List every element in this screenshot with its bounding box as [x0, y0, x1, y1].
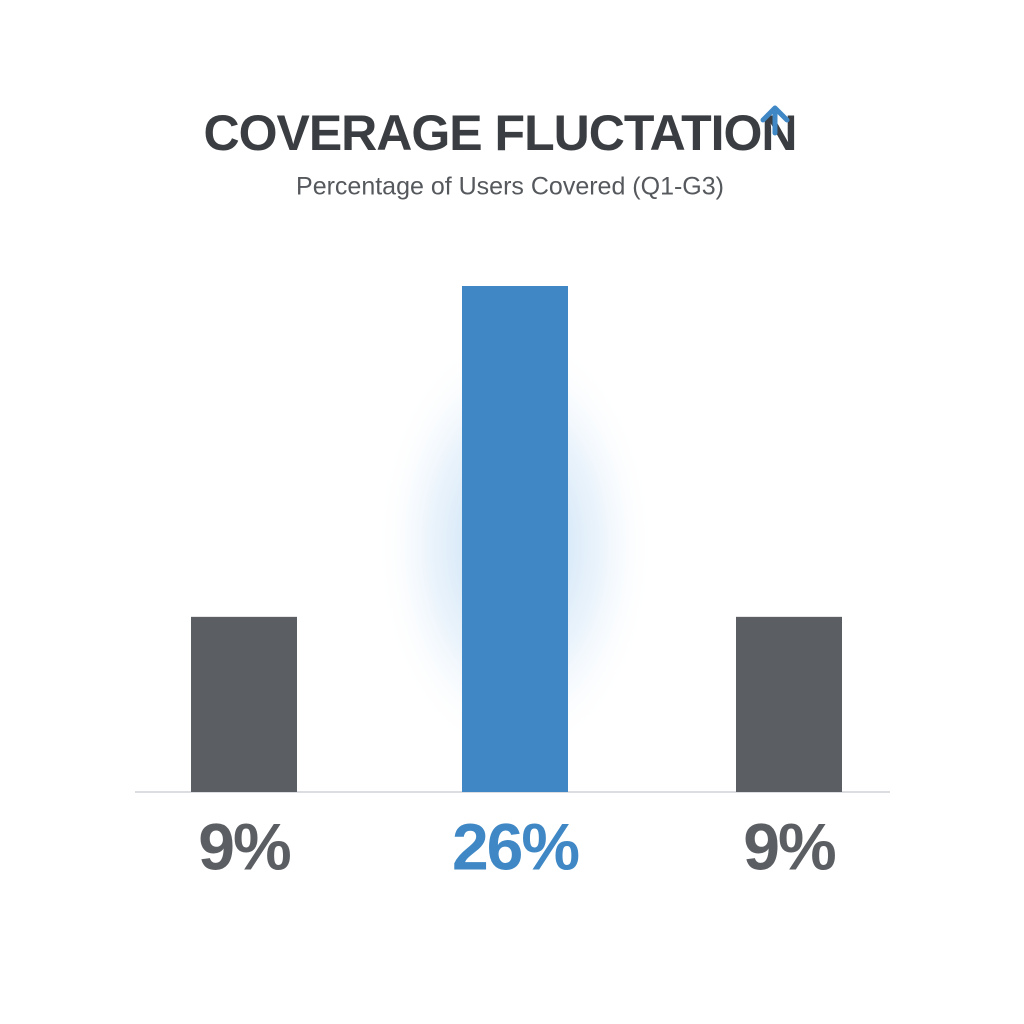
trend-arrow-icon [760, 105, 790, 136]
value-label: 9% [198, 809, 290, 883]
bar [736, 616, 842, 792]
chart-title: COVERAGE FLUCTATION [203, 105, 796, 161]
chart-subtitle: Percentage of Users Covered (Q1-G3) [296, 173, 724, 201]
value-label: 26% [452, 809, 578, 883]
bar [191, 616, 297, 792]
bar [462, 286, 568, 792]
value-label: 9% [743, 809, 835, 883]
